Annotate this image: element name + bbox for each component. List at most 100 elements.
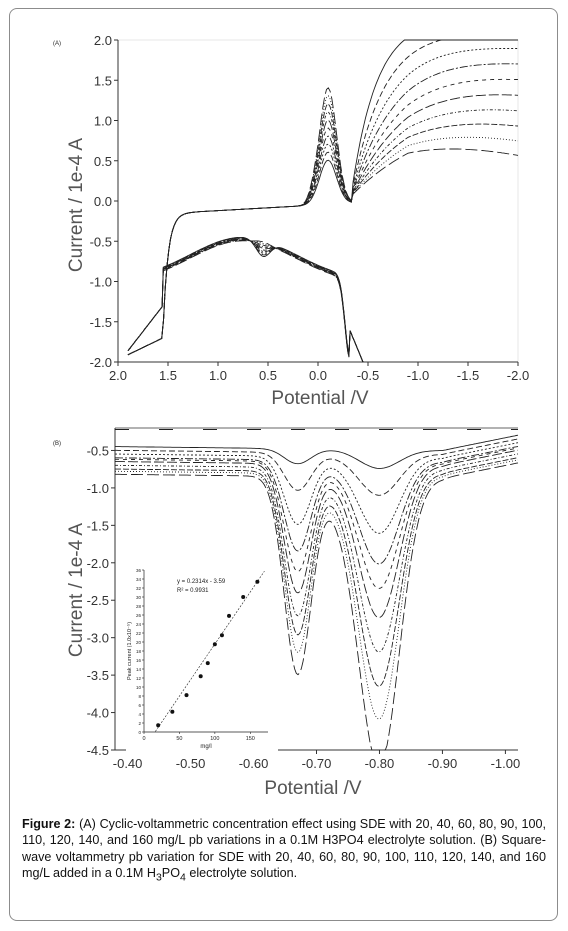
chart-a-series-2-reverse <box>127 237 364 363</box>
chart-a-plot-border <box>117 39 519 363</box>
inset-trendline <box>155 570 265 732</box>
chart-a-x-tick-label: -2.0 <box>507 368 529 383</box>
inset-y-tick-label: 16 <box>136 658 142 663</box>
figure-frame <box>9 8 558 921</box>
inset-y-tick-label: 22 <box>136 631 142 636</box>
chart-a-y-tick-label: 1.0 <box>94 114 112 129</box>
chart-a-ylabel: Current / 1e-4 A <box>66 138 87 272</box>
chart-a-series-10-reverse <box>127 240 364 363</box>
chart-b-y-tick-label: -2.0 <box>87 556 109 571</box>
chart-a-y-tick-label: -1.5 <box>90 315 112 330</box>
chart-a-series-7-reverse <box>127 239 364 363</box>
chart-b-y-tick-label: -0.5 <box>87 443 109 458</box>
inset-x-tick-label: 150 <box>246 736 255 742</box>
inset-r2: R² = 0.9931 <box>177 588 209 594</box>
chart-b-x-tick-label: -0.50 <box>176 756 206 771</box>
chart-b-y-tick-label: -4.5 <box>87 743 109 758</box>
chart-b-y-tick-label: -3.0 <box>87 631 109 646</box>
chart-b-series-8 <box>114 457 519 687</box>
chart-b-y-tick-label: -4.0 <box>87 706 109 721</box>
chart-a-series-9-forward <box>127 95 519 356</box>
inset-point <box>184 693 189 698</box>
inset-point <box>205 661 210 666</box>
chart-a-y-tick-label: 0.0 <box>94 194 112 209</box>
chart-b-x-tick-label: -0.80 <box>365 756 395 771</box>
inset-y-tick-label: 6 <box>138 703 141 708</box>
inset-point <box>156 723 161 728</box>
inset-ylabel: Peak current (1.0x10⁻⁵) <box>126 622 133 680</box>
chart-a-series-1-reverse <box>127 236 364 363</box>
inset-point <box>170 709 175 714</box>
caption-text-b: PO <box>161 866 180 881</box>
chart-b-series-1 <box>115 434 519 469</box>
chart-b-series-9 <box>115 459 519 720</box>
chart-b-xlabel: Potential /V <box>264 778 361 799</box>
chart-a: (A) Current / 1e-4 A Potential /V 2.0 1.5… <box>53 33 529 409</box>
chart-a-series-8-reverse <box>127 239 364 363</box>
chart-a-series-7-forward <box>127 109 519 356</box>
chart-b-series-2 <box>115 438 519 496</box>
caption-sub-2: 4 <box>180 871 186 884</box>
inset-point <box>212 642 217 647</box>
chart-a-x-tick-label: -0.5 <box>357 368 379 383</box>
chart-a-series-2-forward <box>127 39 518 356</box>
chart-b-x-tick-label: -0.60 <box>239 756 269 771</box>
inset-y-tick-label: 0 <box>138 730 141 735</box>
chart-a-panel-label: (A) <box>53 41 61 47</box>
inset-background <box>126 558 278 754</box>
chart-b-series-10 <box>115 462 519 751</box>
caption-text-a: (A) Cyclic-voltammetric concentration ef… <box>22 817 546 881</box>
chart-b-y-tick-label: -1.5 <box>87 518 109 533</box>
chart-a-series-4-reverse <box>127 238 364 363</box>
inset-y-tick-label: 14 <box>136 667 142 672</box>
inset-x-tick-label: 100 <box>210 736 219 742</box>
chart-b-ylabel: Current / 1e-4 A <box>66 523 87 657</box>
chart-b-series-6 <box>114 449 519 619</box>
chart-b-x-tick-label: -0.40 <box>113 756 143 771</box>
chart-a-series-5-reverse <box>127 238 364 363</box>
inset-y-tick-label: 4 <box>138 712 141 717</box>
chart-a-series-10-forward <box>127 87 519 356</box>
chart-a-xlabel: Potential /V <box>271 388 368 409</box>
chart-b: (B) Current / 1e-4 A Potential /V -0.5 -1… <box>53 427 520 799</box>
inset-y-tick-label: 32 <box>136 586 142 591</box>
chart-a-x-tick-label: -1.0 <box>407 368 429 383</box>
chart-a-x-tick-label: 0.5 <box>259 368 277 383</box>
chart-a-y-tick-label: 1.5 <box>94 73 112 88</box>
chart-b-y-tick-label: -3.5 <box>87 668 109 683</box>
chart-a-x-tick-label: 2.0 <box>109 368 127 383</box>
chart-b-x-tick-label: -0.90 <box>428 756 458 771</box>
chart-b-y-tick-label: -1.0 <box>87 481 109 496</box>
inset-y-tick-label: 20 <box>136 640 142 645</box>
chart-a-y-tick-label: -1.0 <box>90 275 112 290</box>
caption-sub-1: 3 <box>155 871 162 884</box>
inset-xlabel: mg/l <box>200 744 211 750</box>
chart-a-y-tick-label: -0.5 <box>90 234 112 249</box>
chart-a-series-3-reverse <box>127 237 364 363</box>
chart-a-series-1-forward <box>127 39 518 356</box>
inset-y-tick-label: 36 <box>136 568 142 573</box>
inset-point <box>241 595 246 599</box>
caption-label: Figure 2: <box>22 817 76 831</box>
inset-point <box>255 579 260 584</box>
chart-a-series-4-forward <box>127 63 518 356</box>
inset-y-tick-label: 10 <box>136 685 142 690</box>
chart-b-x-tick-label: -0.70 <box>302 756 332 771</box>
inset-y-tick-label: 18 <box>136 649 142 654</box>
inset-y-tick-label: 2 <box>138 721 141 726</box>
chart-a-x-tick-label: 0.0 <box>309 368 327 383</box>
chart-b-panel-label: (B) <box>53 441 61 447</box>
inset-x-tick-label: 50 <box>176 736 182 742</box>
chart-a-series-9-reverse <box>127 239 364 363</box>
inset-y-tick-label: 24 <box>136 622 142 627</box>
inset-y-tick-label: 12 <box>136 676 142 681</box>
chart-a-y-tick-label: 0.5 <box>94 154 112 169</box>
chart-b-series-5 <box>115 447 519 589</box>
chart-a-x-tick-label: -1.5 <box>457 368 479 383</box>
inset-equation: y = 0.2314x - 3.59 <box>177 579 226 585</box>
inset-point <box>219 633 224 638</box>
chart-b-series-3 <box>115 442 519 534</box>
inset-y-tick-label: 28 <box>136 604 142 609</box>
chart-a-y-tick-label: 2.0 <box>94 33 112 48</box>
chart-a-series-6-forward <box>127 94 519 356</box>
